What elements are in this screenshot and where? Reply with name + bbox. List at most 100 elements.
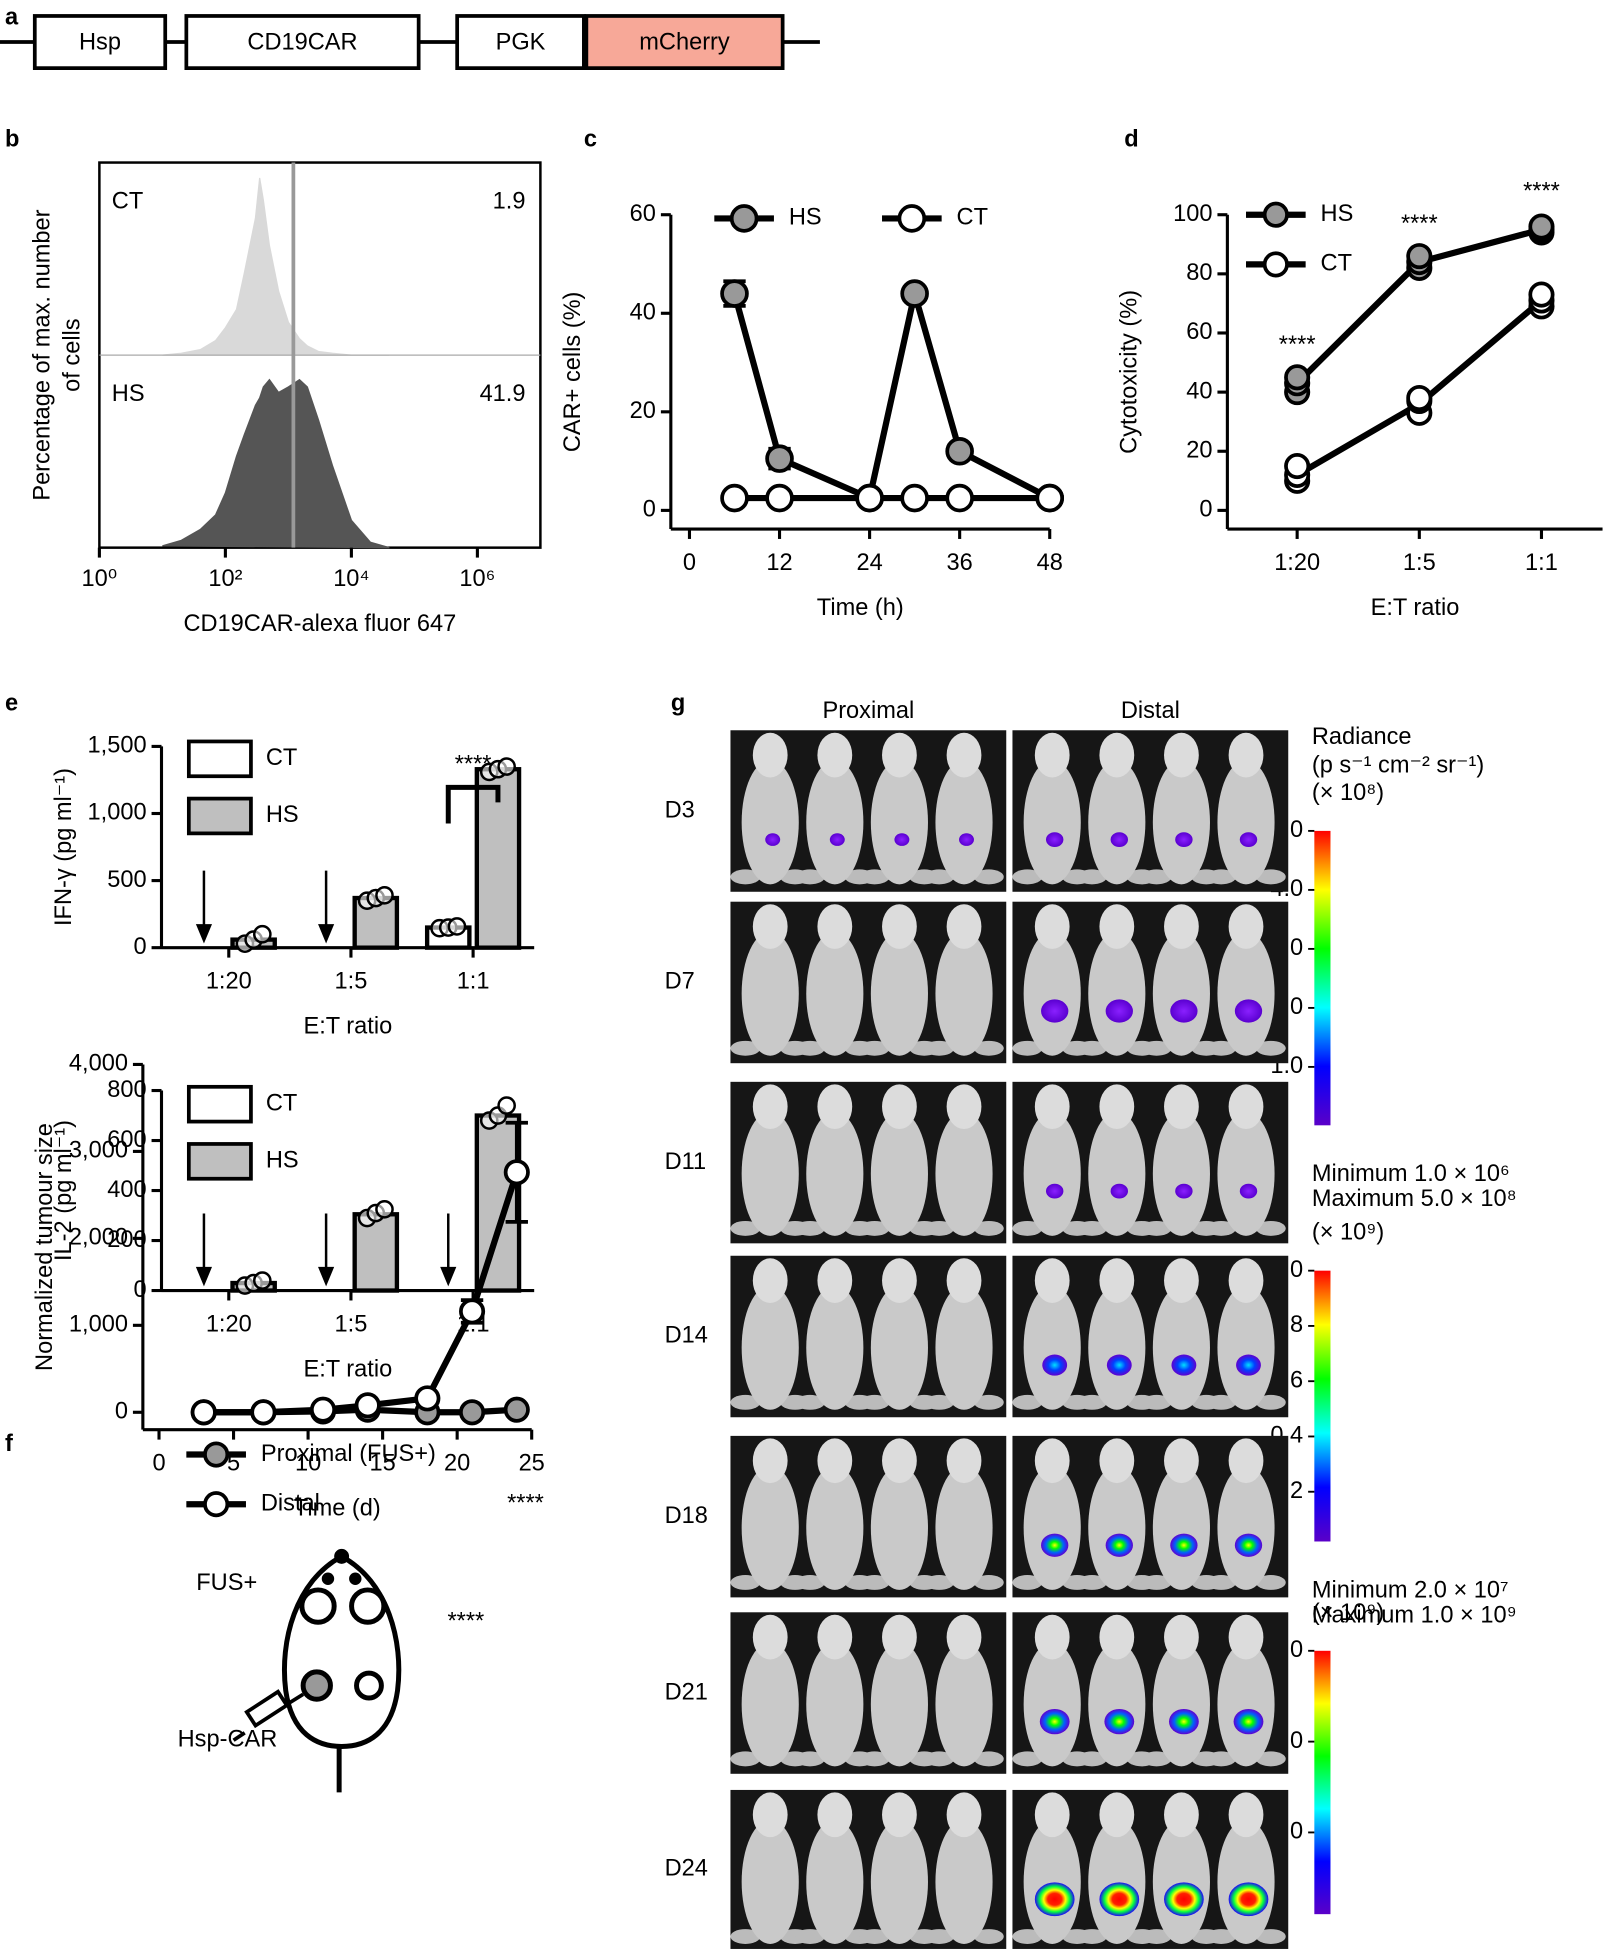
mouse-body — [806, 931, 864, 1056]
mouse-body — [806, 1111, 864, 1236]
mouse-head — [752, 1792, 788, 1838]
y-tick-label: 40 — [630, 300, 656, 326]
mouse-leg — [1077, 1394, 1107, 1410]
y-tick-label: 400 — [107, 1177, 146, 1203]
signal-blob — [1234, 1533, 1263, 1557]
x-tick-label: 10² — [208, 566, 242, 592]
mouse-leg — [1141, 1220, 1172, 1236]
mouse-body — [1023, 931, 1081, 1056]
x-tick-label: 36 — [947, 550, 973, 576]
mouse-head — [1034, 1614, 1070, 1660]
data-point — [900, 483, 929, 513]
mouse-head — [1099, 904, 1135, 949]
x-tick-label: 10⁰ — [82, 566, 118, 592]
mouse-leg — [1206, 1394, 1237, 1410]
signal-blob — [1168, 1708, 1199, 1735]
mouse-head — [882, 1084, 917, 1130]
data-point — [190, 1399, 217, 1426]
arrow-head — [195, 924, 213, 944]
data-point — [375, 1199, 394, 1219]
mouse-body — [741, 1642, 799, 1767]
mouse-head — [882, 1614, 917, 1660]
mouse-body — [1023, 1111, 1081, 1236]
not-detected-arrow — [195, 870, 213, 944]
colorbar-minimum: Minimum 2.0 × 10⁷ — [1312, 1577, 1509, 1603]
signal-blob — [829, 833, 845, 846]
y-tick-label: 1,000 — [69, 1312, 128, 1338]
x-axis-label: Time (d) — [294, 1495, 381, 1521]
signal-blob — [765, 833, 781, 846]
mouse-leg — [730, 1220, 761, 1236]
not-detected-arrow — [318, 1213, 335, 1287]
mouse-head — [1034, 1438, 1070, 1484]
mouse-leg — [924, 1394, 955, 1410]
mouse-body — [1152, 931, 1210, 1056]
data-point — [1284, 364, 1311, 391]
significance: **** — [455, 751, 492, 777]
mouse-leg — [859, 869, 890, 885]
x-axis-label: CD19CAR-alexa fluor 647 — [183, 611, 456, 637]
mouse-head — [1034, 1792, 1070, 1838]
mouse-leg — [1255, 869, 1286, 885]
mouse-body — [1023, 760, 1081, 885]
mouse-head — [752, 1438, 788, 1484]
mouse-leg — [1141, 1751, 1172, 1767]
mouse-body — [741, 760, 799, 885]
mouse-head — [1228, 904, 1264, 949]
significance-bracket — [445, 784, 501, 824]
mouse-body — [1088, 1465, 1146, 1590]
mouse-body — [806, 1465, 864, 1590]
signal-blob — [1175, 1183, 1193, 1199]
mouse-body — [870, 1819, 928, 1944]
signal-blob — [1042, 1354, 1068, 1376]
colorbar — [1314, 830, 1331, 1126]
mouse-body — [1023, 1465, 1081, 1590]
mouse-head — [946, 1258, 982, 1303]
y-tick-label: 80 — [1186, 260, 1212, 286]
mouse-leg — [1141, 1394, 1172, 1410]
y-axis-label: CAR+ cells (%) — [560, 292, 586, 453]
mouse-head — [1164, 1438, 1199, 1484]
mouse-leg — [730, 1751, 761, 1767]
mouse-head — [946, 904, 982, 949]
x-tick-label: 1:5 — [335, 969, 368, 995]
x-tick-label: 1:1 — [457, 969, 490, 995]
data-point — [497, 757, 516, 776]
mouse-body — [1152, 1819, 1210, 1944]
legend-label: CT — [266, 745, 297, 771]
mouse-leg — [795, 1575, 825, 1590]
mouse-leg — [973, 869, 1004, 885]
data-point — [253, 1271, 272, 1290]
legend-swatch — [186, 1084, 253, 1124]
data-point — [1406, 243, 1433, 270]
x-tick-label: 10⁴ — [333, 566, 369, 592]
mouse-head — [1099, 1258, 1135, 1303]
legend-label: HS — [266, 1148, 299, 1174]
x-tick-label: 25 — [519, 1451, 545, 1477]
mouse-body — [806, 760, 864, 885]
arrow-head — [318, 924, 335, 944]
mouse-body — [935, 1111, 993, 1236]
y-tick-label: 0 — [133, 934, 146, 960]
mouse-head — [817, 732, 853, 778]
signal-blob — [1233, 1708, 1264, 1735]
y-axis-label: Percentage of max. number — [30, 209, 56, 500]
data-point — [253, 924, 272, 944]
mouse-head — [882, 1258, 917, 1303]
mouse-body — [806, 1642, 864, 1767]
data-point — [309, 1396, 337, 1423]
mouse-body — [935, 1465, 993, 1590]
y-tick-label: 20 — [630, 398, 656, 424]
x-tick-label: 12 — [766, 550, 792, 576]
mouse-body — [1088, 1642, 1146, 1767]
mouse-leg — [1077, 1220, 1107, 1236]
mouse-head — [817, 1438, 853, 1484]
data-point — [945, 436, 974, 466]
mouse-leg — [1141, 1040, 1172, 1056]
y-tick-label: 800 — [107, 1077, 146, 1103]
mouse-leg — [1077, 869, 1107, 885]
mouse-head — [882, 732, 917, 778]
arrow-head — [440, 1266, 457, 1287]
legend-marker — [203, 1491, 230, 1518]
series-line — [731, 292, 1052, 503]
